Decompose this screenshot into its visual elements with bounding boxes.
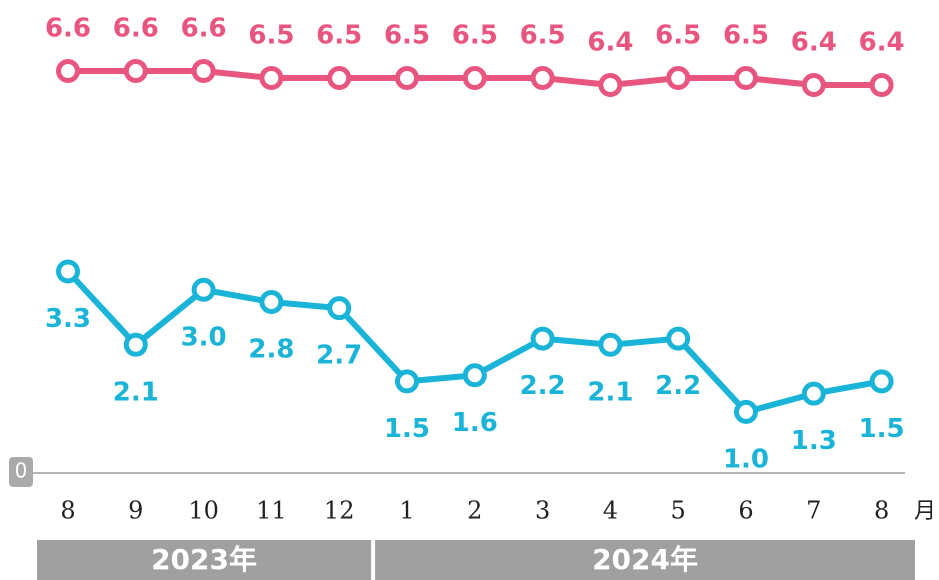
data-label: 6.4 xyxy=(791,28,837,58)
data-point xyxy=(801,381,826,406)
year-band xyxy=(37,540,372,580)
x-tick-label: 5 xyxy=(671,497,686,525)
data-point xyxy=(869,369,894,394)
year-label: 2024年 xyxy=(592,543,698,576)
data-point xyxy=(327,296,352,321)
data-label: 6.5 xyxy=(723,21,769,51)
data-point xyxy=(666,326,691,351)
data-label: 6.4 xyxy=(859,28,905,58)
data-point xyxy=(191,277,216,302)
data-label: 3.0 xyxy=(181,322,227,352)
data-point xyxy=(56,59,80,84)
x-tick-label: 6 xyxy=(738,497,753,525)
data-label: 6.5 xyxy=(655,21,701,51)
x-tick-label: 12 xyxy=(324,497,355,525)
data-label: 2.8 xyxy=(248,335,294,365)
x-tick-label: 11 xyxy=(256,497,287,525)
data-label: 6.5 xyxy=(316,21,362,51)
data-point xyxy=(56,259,80,284)
x-unit: 月 xyxy=(914,499,936,524)
data-point xyxy=(462,66,487,91)
data-label: 1.5 xyxy=(384,414,430,444)
data-point xyxy=(598,332,623,357)
data-point xyxy=(259,66,284,91)
data-label: 6.4 xyxy=(587,28,633,58)
data-label: 2.7 xyxy=(316,341,362,371)
data-label: 2.2 xyxy=(655,371,701,401)
x-tick-label: 10 xyxy=(188,497,219,525)
data-point xyxy=(666,66,691,91)
data-label: 2.2 xyxy=(520,371,566,401)
data-label: 6.6 xyxy=(113,14,159,44)
data-label: 1.3 xyxy=(791,426,837,456)
data-label: 6.6 xyxy=(181,14,227,44)
x-tick-label: 9 xyxy=(128,497,143,525)
data-label: 3.3 xyxy=(45,304,91,334)
x-tick-label: 8 xyxy=(60,497,75,525)
tick-badge xyxy=(9,457,33,487)
year-label: 2023年 xyxy=(151,543,257,576)
data-label: 2.1 xyxy=(113,377,159,407)
x-tick-label: 7 xyxy=(806,497,821,525)
data-point xyxy=(734,66,758,91)
data-point xyxy=(869,73,894,98)
data-label: 1.6 xyxy=(452,408,498,438)
data-point xyxy=(598,73,623,98)
data-point xyxy=(123,332,148,357)
data-label: 1.5 xyxy=(859,414,905,444)
data-point xyxy=(530,326,555,351)
x-tick-label: 3 xyxy=(535,497,550,525)
data-point xyxy=(530,66,555,91)
data-point xyxy=(395,66,419,91)
data-label: 1.0 xyxy=(723,444,769,474)
x-tick-label: 8 xyxy=(874,497,889,525)
data-point xyxy=(395,369,419,394)
x-tick-label: 2 xyxy=(467,497,482,525)
data-point xyxy=(801,73,826,98)
data-point xyxy=(123,59,148,84)
data-label: 6.5 xyxy=(384,21,430,51)
data-label: 6.6 xyxy=(45,14,91,44)
year-band xyxy=(375,540,916,580)
data-label: 6.5 xyxy=(248,21,294,51)
data-label: 6.5 xyxy=(520,21,566,51)
data-point xyxy=(191,59,216,84)
x-tick-label: 4 xyxy=(603,497,618,525)
data-label: 2.1 xyxy=(587,377,633,407)
data-point xyxy=(462,363,487,388)
data-point xyxy=(327,66,352,91)
data-point xyxy=(734,399,758,424)
x-tick-label: 1 xyxy=(399,497,414,525)
data-point xyxy=(259,290,284,315)
y-tick-label: 0 xyxy=(15,459,28,483)
data-label: 6.5 xyxy=(452,21,498,51)
